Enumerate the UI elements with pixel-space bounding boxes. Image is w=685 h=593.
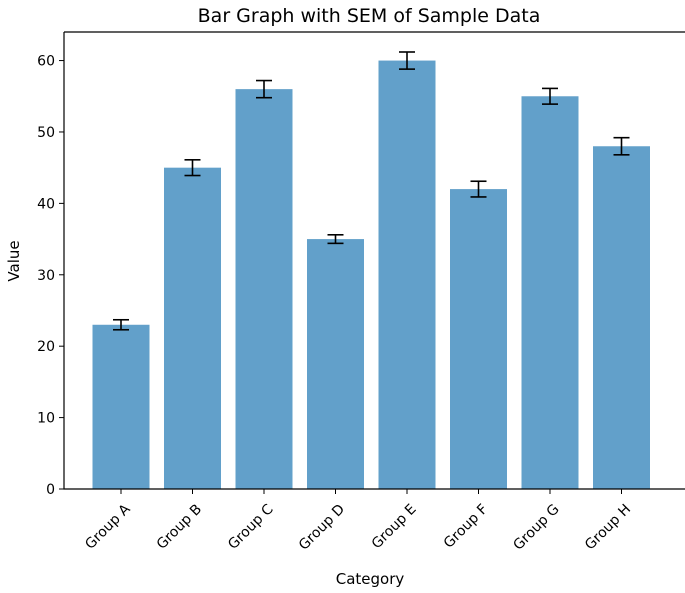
bar-group-d: [307, 239, 364, 489]
y-tick-label: 50: [37, 125, 55, 141]
error-bar-group-h: [613, 136, 630, 156]
error-bar-group-a: [113, 318, 129, 331]
y-tick-label: 60: [37, 54, 55, 70]
y-tick-label: 20: [37, 339, 55, 355]
x-tick-label: Group E: [369, 501, 420, 552]
y-tick-label: 40: [37, 196, 55, 212]
x-axis-label: Category: [336, 570, 405, 588]
error-bar-group-g: [542, 87, 558, 105]
x-tick-label: Group F: [441, 501, 491, 551]
error-bar-group-f: [470, 180, 487, 198]
bar-group-f: [450, 189, 507, 489]
bar-group-e: [378, 60, 436, 489]
x-tick-label: Group B: [154, 501, 205, 552]
y-axis-ticks: 0 10 20 30 40 50 60: [37, 54, 64, 498]
error-bar-group-e: [399, 51, 415, 70]
y-axis-label: Value: [5, 240, 23, 281]
y-tick-label: 10: [37, 411, 55, 427]
plot-frame: [63, 31, 685, 490]
bar-group-h: [593, 146, 650, 489]
error-bar-group-d: [327, 233, 344, 245]
bar-group-a: [92, 324, 150, 489]
bar-group-b: [164, 167, 221, 489]
error-bar-group-c: [256, 79, 272, 99]
error-bar-group-b: [184, 159, 201, 177]
y-tick-label: 30: [37, 268, 55, 284]
x-axis-ticks: Group A Group B Group C Group D Group E Group…: [82, 489, 634, 554]
bar-group-c: [235, 89, 293, 489]
bars-layer: [92, 60, 650, 489]
y-tick-label: 0: [46, 482, 55, 498]
x-tick-label: Group A: [82, 501, 134, 553]
x-tick-label: Group C: [225, 501, 277, 553]
bar-group-g: [521, 96, 579, 489]
x-tick-label: Group H: [582, 501, 634, 553]
error-bars-layer: [113, 51, 630, 331]
x-tick-label: Group G: [510, 501, 562, 553]
x-tick-label: Group D: [296, 501, 348, 553]
chart-title: Bar Graph with SEM of Sample Data: [198, 5, 541, 27]
